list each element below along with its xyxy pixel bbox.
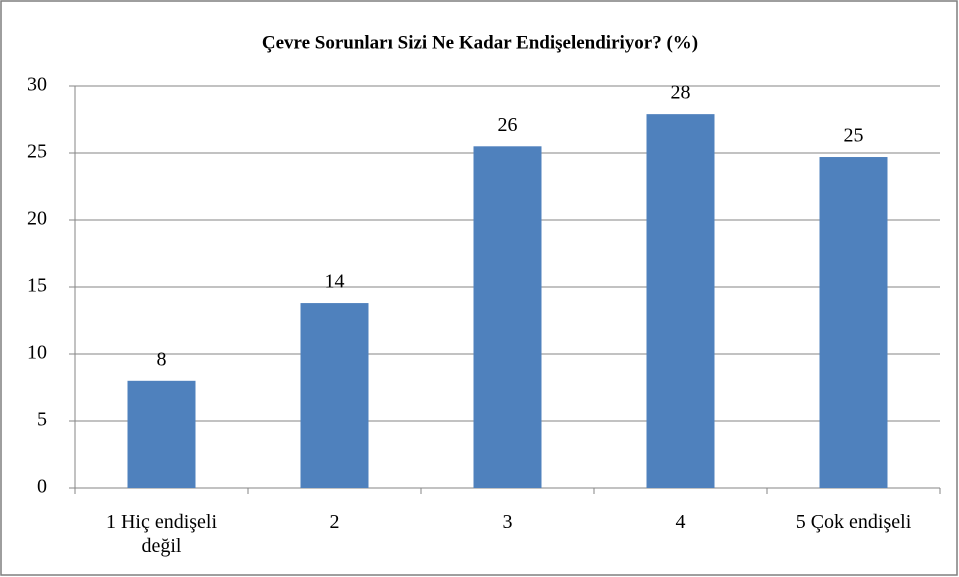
bar: [127, 380, 196, 488]
y-tick-label: 10: [27, 342, 47, 364]
y-tick-label: 15: [27, 275, 47, 297]
x-tick-label: 5 Çok endişeli: [795, 511, 912, 533]
y-tick-label: 0: [37, 476, 47, 498]
y-tick-label: 20: [27, 208, 47, 230]
y-tick-label: 25: [27, 141, 47, 163]
y-tick-label: 30: [27, 74, 47, 96]
data-label: 26: [498, 114, 518, 136]
x-tick-label: 2: [329, 511, 340, 533]
y-tick-label: 5: [37, 409, 47, 431]
data-label: 14: [325, 271, 345, 293]
bar: [646, 114, 715, 488]
x-tick-label: 1 Hiç endişeli değil: [105, 511, 218, 557]
x-tick-label: 3: [502, 511, 513, 533]
data-label: 8: [157, 348, 167, 370]
bar: [819, 157, 888, 488]
bar: [300, 303, 369, 488]
data-label: 28: [671, 82, 691, 104]
data-label: 25: [844, 125, 864, 147]
x-tick-label: 4: [675, 511, 686, 533]
chart-title: Çevre Sorunları Sizi Ne Kadar Endişelend…: [262, 32, 698, 53]
bar: [473, 146, 542, 489]
